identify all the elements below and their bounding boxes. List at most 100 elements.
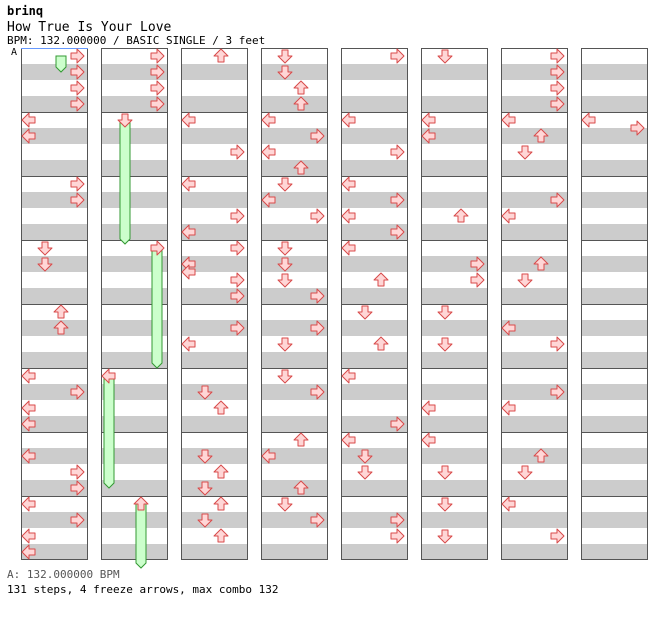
left-arrow-icon	[341, 432, 356, 448]
left-arrow-icon	[341, 208, 356, 224]
beat-stripe	[21, 496, 88, 512]
right-arrow-icon	[230, 320, 245, 336]
down-arrow-icon	[437, 465, 453, 480]
beat-stripe	[421, 544, 488, 560]
beat-stripe	[421, 432, 488, 448]
beat-stripe	[341, 96, 408, 112]
beat-stripe	[261, 448, 328, 464]
beat-stripe	[21, 112, 88, 128]
beat-stripe	[101, 224, 168, 240]
chart-column	[501, 48, 568, 560]
beat-stripe	[341, 240, 408, 256]
beat-stripe	[101, 288, 168, 304]
beat-stripe	[501, 528, 568, 544]
beat-stripe	[261, 320, 328, 336]
beat-stripe	[581, 432, 648, 448]
up-arrow-icon	[453, 208, 469, 223]
right-arrow-icon	[550, 48, 565, 64]
freeze-arrow	[55, 55, 67, 73]
beat-stripe	[101, 48, 168, 64]
up-arrow-icon	[213, 528, 229, 543]
down-arrow-icon	[277, 273, 293, 288]
beat-stripe	[501, 464, 568, 480]
beat-stripe	[181, 160, 248, 176]
beat-stripe	[501, 240, 568, 256]
up-arrow-icon	[213, 464, 229, 479]
left-arrow-icon	[21, 528, 36, 544]
step-chart	[21, 48, 648, 569]
right-arrow-icon	[550, 384, 565, 400]
beat-stripe	[101, 352, 168, 368]
down-arrow-icon	[277, 49, 293, 64]
left-arrow-icon	[341, 176, 356, 192]
beat-stripe	[261, 272, 328, 288]
left-arrow-icon	[21, 544, 36, 560]
beat-stripe	[101, 512, 168, 528]
right-arrow-icon	[550, 64, 565, 80]
down-arrow-icon	[277, 337, 293, 352]
beat-stripe	[421, 512, 488, 528]
beat-stripe	[581, 48, 648, 64]
column-frame	[101, 48, 168, 560]
right-arrow-icon	[230, 240, 245, 256]
beat-stripe	[581, 64, 648, 80]
right-arrow-icon	[230, 144, 245, 160]
beat-stripe	[501, 480, 568, 496]
left-arrow-icon	[341, 112, 356, 128]
freeze-arrow	[119, 119, 131, 245]
beat-stripe	[501, 544, 568, 560]
beat-stripe	[21, 96, 88, 112]
down-arrow-icon	[117, 113, 133, 128]
beat-stripe	[421, 320, 488, 336]
right-arrow-icon	[310, 320, 325, 336]
right-arrow-icon	[390, 192, 405, 208]
left-arrow-icon	[501, 496, 516, 512]
beat-stripe	[581, 96, 648, 112]
beat-stripe	[581, 128, 648, 144]
beat-stripe	[101, 160, 168, 176]
beat-stripe	[581, 544, 648, 560]
up-arrow-icon	[533, 128, 549, 143]
beat-stripe	[101, 528, 168, 544]
beat-stripe	[21, 368, 88, 384]
right-arrow-icon	[310, 208, 325, 224]
beat-stripe	[501, 416, 568, 432]
beat-stripe	[421, 496, 488, 512]
beat-stripe	[181, 432, 248, 448]
bpm-marker: A	[11, 47, 18, 58]
up-arrow-icon	[213, 400, 229, 415]
beat-stripe	[581, 256, 648, 272]
beat-stripe	[21, 48, 88, 64]
beat-stripe	[101, 368, 168, 384]
beat-stripe	[101, 96, 168, 112]
beat-stripe	[21, 336, 88, 352]
right-arrow-icon	[70, 176, 85, 192]
beat-stripe	[21, 384, 88, 400]
beat-stripe	[101, 80, 168, 96]
beat-stripe	[501, 144, 568, 160]
beat-stripe	[21, 416, 88, 432]
beat-stripe	[581, 144, 648, 160]
right-arrow-icon	[390, 144, 405, 160]
beat-stripe	[181, 288, 248, 304]
chart-column	[341, 48, 408, 560]
beat-stripe	[581, 480, 648, 496]
beat-stripe	[341, 352, 408, 368]
beat-stripe	[101, 176, 168, 192]
left-arrow-icon	[421, 112, 436, 128]
right-arrow-icon	[630, 120, 645, 136]
beat-stripe	[501, 288, 568, 304]
beat-stripe	[21, 432, 88, 448]
up-arrow-icon	[373, 336, 389, 351]
bpm-legend: A: 132.000000 BPM	[7, 568, 120, 581]
beat-stripe	[341, 256, 408, 272]
beat-stripe	[101, 544, 168, 560]
beat-stripe	[21, 464, 88, 480]
up-arrow-icon	[533, 448, 549, 463]
beat-stripe	[181, 96, 248, 112]
down-arrow-icon	[517, 145, 533, 160]
beat-stripe	[101, 112, 168, 128]
right-arrow-icon	[550, 96, 565, 112]
up-arrow-icon	[133, 496, 149, 511]
right-arrow-icon	[150, 80, 165, 96]
